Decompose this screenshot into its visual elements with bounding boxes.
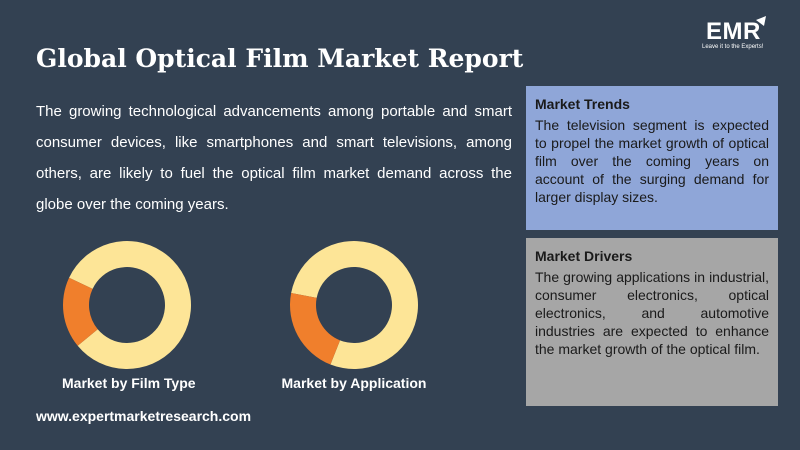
chart-label-film-type: Market by Film Type xyxy=(62,375,196,391)
market-drivers-heading: Market Drivers xyxy=(535,248,633,264)
market-drivers-box: Market Drivers The growing applications … xyxy=(526,238,778,406)
donut-slice-1 xyxy=(63,277,98,346)
logo-tagline: Leave it to the Experts! xyxy=(702,44,764,50)
market-drivers-text: The growing applications in industrial, … xyxy=(535,269,769,357)
logo-arrow-icon xyxy=(756,16,766,26)
market-trends-heading: Market Trends xyxy=(535,96,630,112)
donut-chart-film-type xyxy=(63,241,191,369)
donut-slice-0 xyxy=(291,241,418,369)
donut-chart-application xyxy=(290,241,418,369)
donut-slice-1 xyxy=(290,293,341,365)
donut-slice-0 xyxy=(69,241,191,369)
market-trends-text: The television segment is expected to pr… xyxy=(535,117,769,205)
website-link[interactable]: www.expertmarketresearch.com xyxy=(36,408,252,424)
logo-text: EMR xyxy=(706,18,761,45)
intro-paragraph: The growing technological advancements a… xyxy=(36,103,512,213)
page-title: Global Optical Film Market Report xyxy=(36,44,524,73)
chart-label-application: Market by Application xyxy=(281,375,427,391)
market-trends-box: Market Trends The television segment is … xyxy=(526,86,778,230)
emr-logo: EMR Leave it to the Experts! xyxy=(694,14,774,54)
